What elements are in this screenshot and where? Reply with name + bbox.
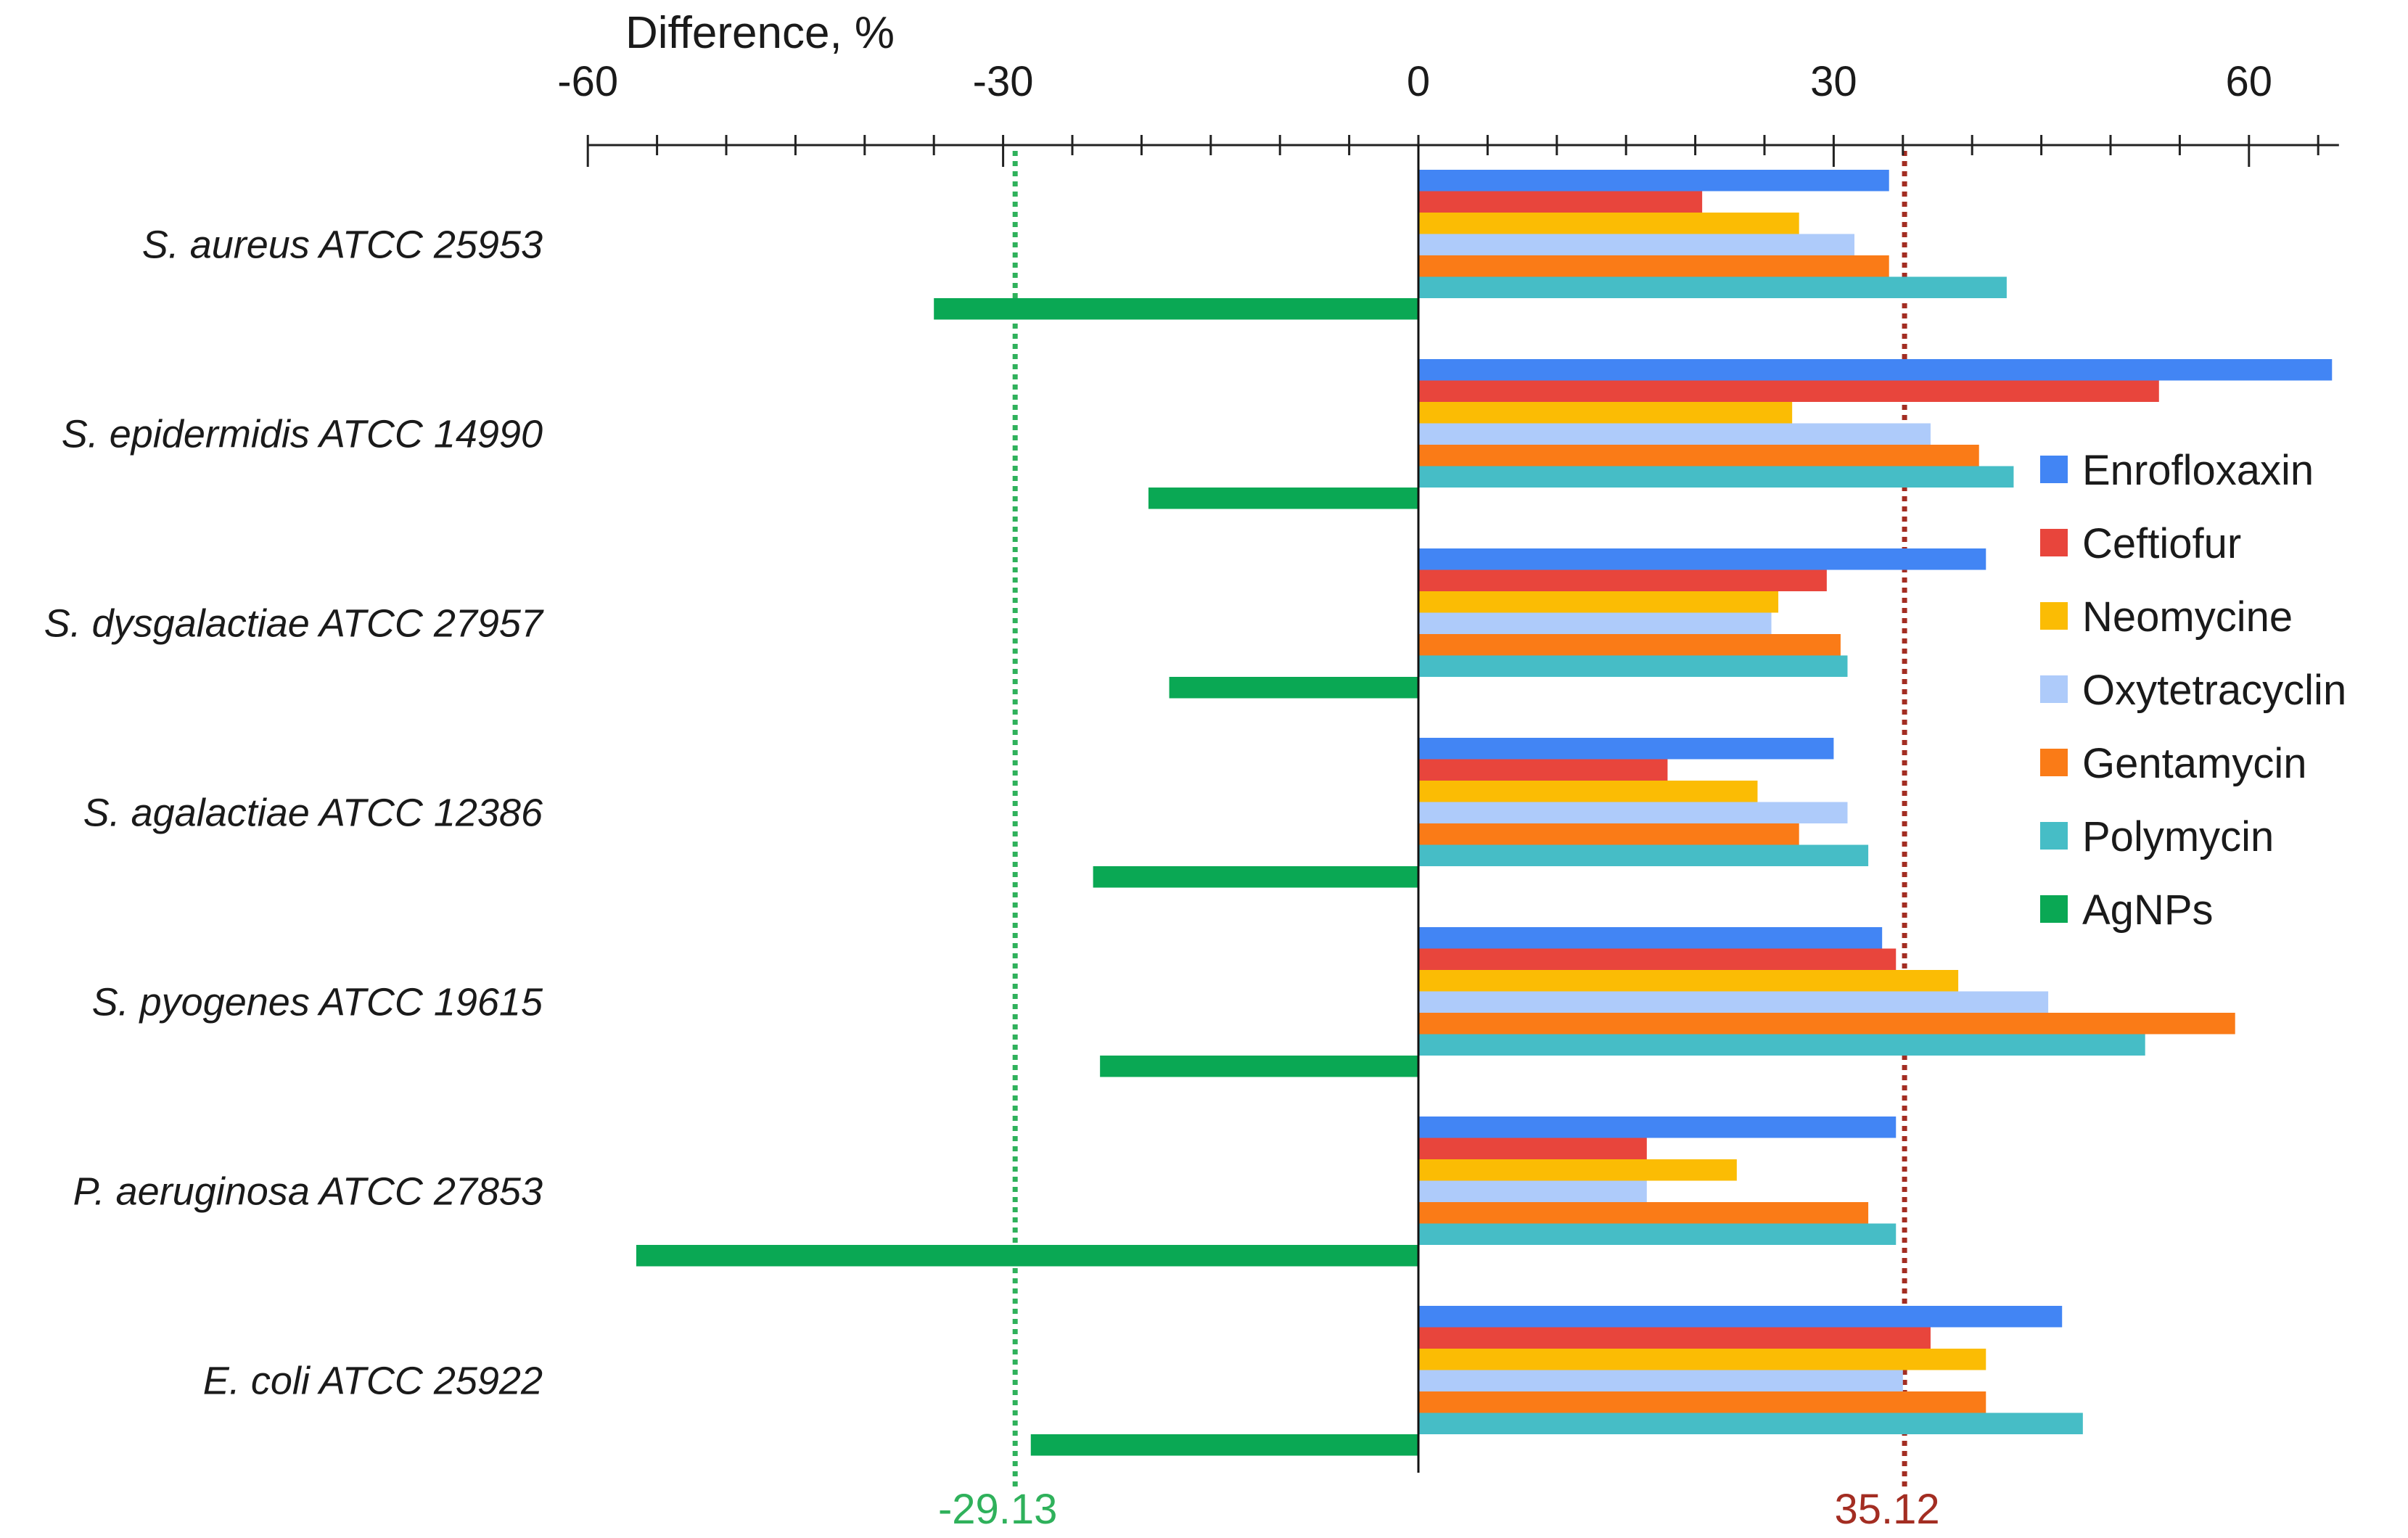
legend-swatch-polymycin <box>2040 822 2068 850</box>
legend-swatch-enrofloxaxin <box>2040 456 2068 483</box>
bar-enrofloxaxin-6 <box>1418 1117 1897 1138</box>
legend: Enrofloxaxin Ceftiofur Neomycine Oxytetracy… <box>2040 447 2346 934</box>
bar-neomycine-3 <box>1418 591 1779 613</box>
reference-lines: -29.13 35.12 <box>938 151 1940 1533</box>
bar-agnps-7 <box>1030 1434 1418 1456</box>
bar-ceftiofur-1 <box>1418 191 1703 213</box>
bar-gentamycin-2 <box>1418 445 1979 466</box>
category-label: P. aeruginosa ATCC 27853 <box>73 1169 543 1213</box>
bar-oxytetracyclin-1 <box>1418 234 1855 255</box>
x-tick-label: 60 <box>2226 58 2273 105</box>
bar-polymycin-6 <box>1418 1223 1897 1245</box>
legend-swatch-neomycine <box>2040 602 2068 630</box>
legend-label-enrofloxaxin: Enrofloxaxin <box>2082 447 2314 494</box>
bar-agnps-5 <box>1100 1056 1418 1077</box>
x-tick-label: -60 <box>557 58 618 105</box>
legend-swatch-oxytetracyclin <box>2040 675 2068 703</box>
legend-label-neomycine: Neomycine <box>2082 593 2293 641</box>
legend-label-gentamycin: Gentamycin <box>2082 740 2306 787</box>
bar-neomycine-6 <box>1418 1159 1737 1181</box>
bar-enrofloxaxin-1 <box>1418 170 1889 192</box>
bar-neomycine-1 <box>1418 213 1799 234</box>
bar-polymycin-7 <box>1418 1412 2083 1434</box>
bar-gentamycin-5 <box>1418 1013 2235 1035</box>
reference-line-label: -29.13 <box>938 1486 1057 1533</box>
x-tick-label: 30 <box>1810 58 1857 105</box>
bar-oxytetracyclin-5 <box>1418 991 2049 1013</box>
bar-enrofloxaxin-4 <box>1418 738 1834 760</box>
reference-line-label: 35.12 <box>1835 1486 1940 1533</box>
bar-enrofloxaxin-2 <box>1418 359 2333 381</box>
bar-agnps-6 <box>636 1245 1418 1267</box>
x-axis-title: Difference, % <box>625 8 895 58</box>
bar-gentamycin-3 <box>1418 634 1841 656</box>
bar-polymycin-5 <box>1418 1034 2145 1056</box>
category-label: S. pyogenes ATCC 19615 <box>92 980 543 1024</box>
bar-ceftiofur-7 <box>1418 1327 1931 1349</box>
axes: Difference, %-60 -30 0 30 60 <box>557 8 2339 1473</box>
bar-polymycin-3 <box>1418 655 1848 677</box>
bar-oxytetracyclin-7 <box>1418 1370 1903 1391</box>
bar-neomycine-2 <box>1418 402 1793 424</box>
bar-enrofloxaxin-7 <box>1418 1306 2063 1328</box>
bar-gentamycin-4 <box>1418 823 1799 845</box>
legend-swatch-gentamycin <box>2040 749 2068 776</box>
bar-neomycine-7 <box>1418 1349 1986 1370</box>
x-tick-label: -30 <box>973 58 1034 105</box>
bar-oxytetracyclin-2 <box>1418 423 1931 445</box>
bar-oxytetracyclin-4 <box>1418 802 1848 823</box>
x-tick-label: 0 <box>1407 58 1430 105</box>
bar-ceftiofur-3 <box>1418 569 1827 591</box>
legend-label-polymycin: Polymycin <box>2082 813 2274 860</box>
category-label: S. dysgalactiae ATCC 27957 <box>44 601 544 645</box>
bar-ceftiofur-6 <box>1418 1138 1647 1159</box>
bar-polymycin-2 <box>1418 466 2014 488</box>
bar-agnps-1 <box>934 298 1418 320</box>
bar-agnps-2 <box>1148 488 1418 509</box>
legend-label-oxytetracyclin: Oxytetracyclin <box>2082 667 2346 714</box>
bar-ceftiofur-2 <box>1418 380 2159 402</box>
bar-ceftiofur-4 <box>1418 759 1668 781</box>
legend-swatch-ceftiofur <box>2040 529 2068 556</box>
bar-agnps-4 <box>1093 866 1418 888</box>
category-label: S. epidermidis ATCC 14990 <box>62 412 543 456</box>
bar-enrofloxaxin-3 <box>1418 548 1986 570</box>
bar-polymycin-1 <box>1418 276 2007 298</box>
bar-agnps-3 <box>1169 677 1418 699</box>
bar-polymycin-4 <box>1418 844 1869 866</box>
bar-gentamycin-7 <box>1418 1391 1986 1413</box>
bar-gentamycin-6 <box>1418 1202 1869 1224</box>
category-labels: S. aureus ATCC 25953 S. epidermidis ATCC … <box>44 223 544 1402</box>
category-label: S. agalactiae ATCC 12386 <box>83 791 543 834</box>
bar-ceftiofur-5 <box>1418 948 1897 970</box>
bar-oxytetracyclin-3 <box>1418 612 1772 634</box>
bar-gentamycin-1 <box>1418 255 1889 277</box>
legend-label-ceftiofur: Ceftiofur <box>2082 520 2241 567</box>
legend-swatch-agnps <box>2040 895 2068 923</box>
bar-oxytetracyclin-6 <box>1418 1180 1647 1202</box>
bar-enrofloxaxin-5 <box>1418 927 1883 949</box>
legend-label-agnps: AgNPs <box>2082 887 2214 934</box>
category-label: S. aureus ATCC 25953 <box>142 223 543 266</box>
bar-neomycine-5 <box>1418 970 1959 992</box>
category-label: E. coli ATCC 25922 <box>203 1359 543 1402</box>
bar-neomycine-4 <box>1418 781 1758 802</box>
bars <box>636 170 2333 1456</box>
